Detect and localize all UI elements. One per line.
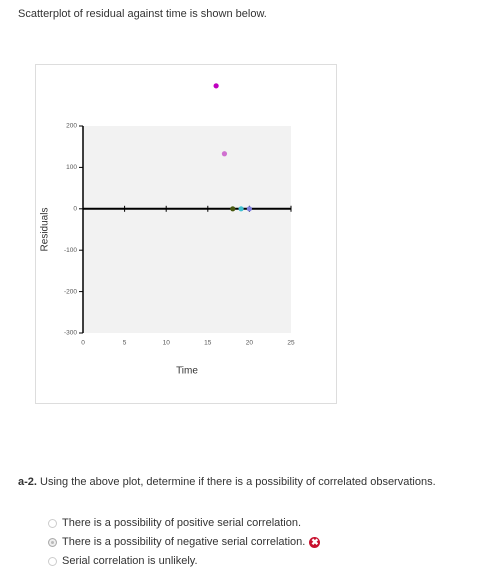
option-label: Serial correlation is unlikely. xyxy=(62,555,198,567)
chart: -300 -200 -100 0 100 200 0 5 10 15 20 25 Time Residua… xyxy=(40,83,295,377)
x-tick-label: 5 xyxy=(123,340,127,347)
radio[interactable] xyxy=(48,556,57,566)
x-tick-label: 10 xyxy=(163,340,171,347)
option-label: There is a possibility of negative seria… xyxy=(62,536,306,548)
x-tick-label: 20 xyxy=(246,340,254,347)
error-icon: ✖ xyxy=(309,536,321,548)
y-tick-label: -100 xyxy=(64,247,77,254)
point xyxy=(238,206,244,212)
option[interactable]: There is a possibility of positive seria… xyxy=(48,517,301,529)
radio[interactable] xyxy=(48,537,57,547)
option[interactable]: Serial correlation is unlikely. xyxy=(48,555,198,567)
y-tick-label: -300 xyxy=(64,330,77,337)
chart-frame: -300 -200 -100 0 100 200 0 5 10 15 20 25 Time Residua… xyxy=(35,64,337,404)
y-axis-label: Residuals xyxy=(40,208,51,252)
plot-area xyxy=(83,126,291,333)
x-tick-label: 25 xyxy=(287,340,295,347)
x-tick-label: 0 xyxy=(81,340,85,347)
point xyxy=(221,151,228,157)
x-tick-label: 15 xyxy=(204,340,212,347)
y-tick-label: 0 xyxy=(73,206,77,213)
intro-text: Scatterplot of residual against time is … xyxy=(18,8,267,20)
question: a-2. Using the above plot, determine if … xyxy=(18,476,436,488)
y-tick-label: 200 xyxy=(66,123,77,130)
y-tick-label: 100 xyxy=(66,164,77,171)
option-label: There is a possibility of positive seria… xyxy=(62,517,302,529)
point xyxy=(213,83,219,89)
question-text: Using the above plot, determine if there… xyxy=(40,476,436,488)
radio[interactable] xyxy=(48,518,57,528)
question-number: a-2. xyxy=(18,476,37,488)
option[interactable]: There is a possibility of negative seria… xyxy=(48,536,321,548)
x-axis-label: Time xyxy=(176,366,198,377)
y-tick-label: -200 xyxy=(64,288,77,295)
point xyxy=(230,206,236,212)
point xyxy=(246,206,252,212)
